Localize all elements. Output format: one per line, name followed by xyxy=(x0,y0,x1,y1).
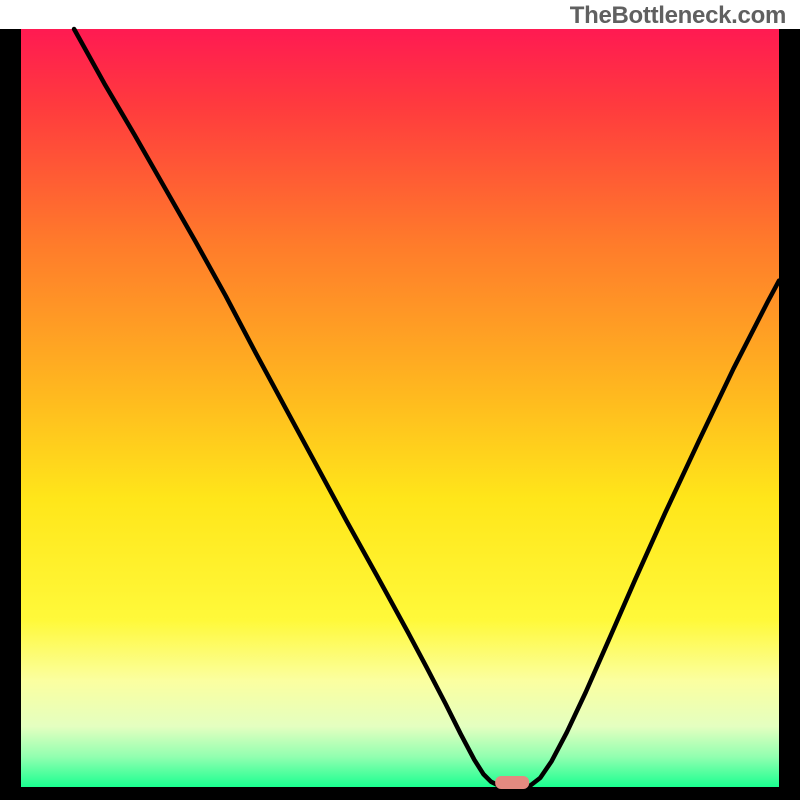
watermark-text: TheBottleneck.com xyxy=(570,2,786,30)
optimum-marker xyxy=(495,776,529,789)
chart-background xyxy=(21,29,779,787)
frame-bottom xyxy=(0,787,800,800)
bottleneck-chart xyxy=(0,0,800,800)
frame-left xyxy=(0,29,21,800)
frame-right xyxy=(779,29,800,800)
